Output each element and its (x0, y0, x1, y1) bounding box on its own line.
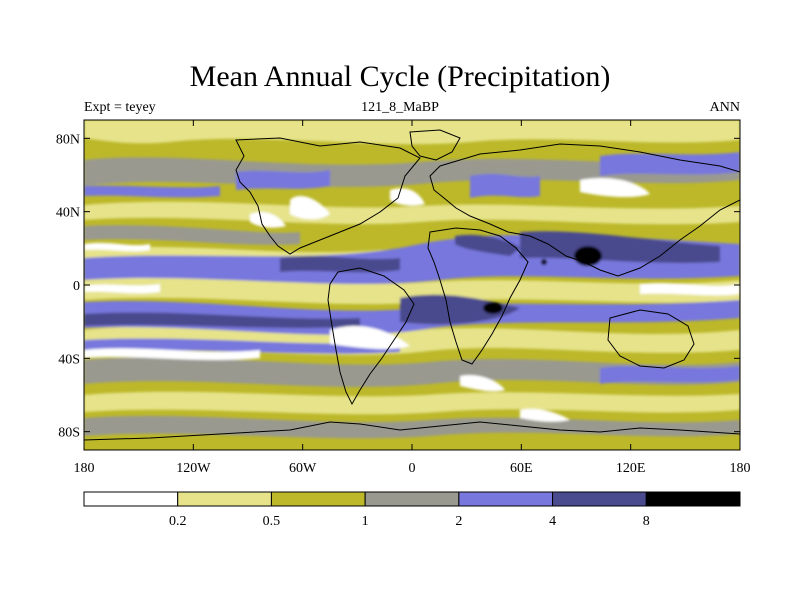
colorbar-label: 0.2 (169, 514, 187, 529)
x-tick-label: 120W (176, 461, 211, 476)
y-tick-label: 0 (73, 279, 80, 294)
experiment-label: Expt = teyey (84, 100, 156, 115)
period-label: 121_8_MaBP (361, 100, 439, 115)
x-tick-label: 60E (510, 461, 533, 476)
colorbar-label: 4 (549, 514, 556, 529)
map-title: Mean Annual Cycle (Precipitation) (189, 60, 611, 93)
colorbar-label: 2 (455, 514, 462, 529)
x-tick-label: 180 (74, 461, 95, 476)
x-tick-label: 0 (409, 461, 416, 476)
x-tick-label: 180 (730, 461, 751, 476)
colorbar-swatch (83, 491, 179, 507)
colorbar-label: 0.5 (263, 514, 281, 529)
colorbar-swatch (645, 491, 741, 507)
colorbar-swatch (177, 491, 272, 507)
y-tick-label: 80S (58, 426, 80, 441)
colorbar-swatch (552, 491, 647, 507)
colorbar-label: 8 (643, 514, 650, 529)
colorbar-swatch (458, 491, 554, 507)
y-tick-label: 80N (56, 132, 80, 147)
y-tick-label: 40S (58, 352, 80, 367)
x-tick-label: 60W (289, 461, 317, 476)
colorbar-swatch (270, 491, 366, 507)
colorbar: 0.2 0.5 1 2 4 8 (83, 491, 741, 529)
y-axis: 80N 40N 0 40S 80S (56, 132, 740, 441)
colorbar-swatch (364, 491, 460, 507)
x-tick-label: 120E (616, 461, 646, 476)
precipitation-field (84, 120, 740, 450)
colorbar-label: 1 (362, 514, 369, 529)
continent-outlines (84, 129, 740, 441)
x-axis: 180 120W 60W 0 60E 120E 180 (74, 120, 751, 476)
season-label: ANN (709, 100, 740, 115)
y-tick-label: 40N (56, 206, 80, 221)
